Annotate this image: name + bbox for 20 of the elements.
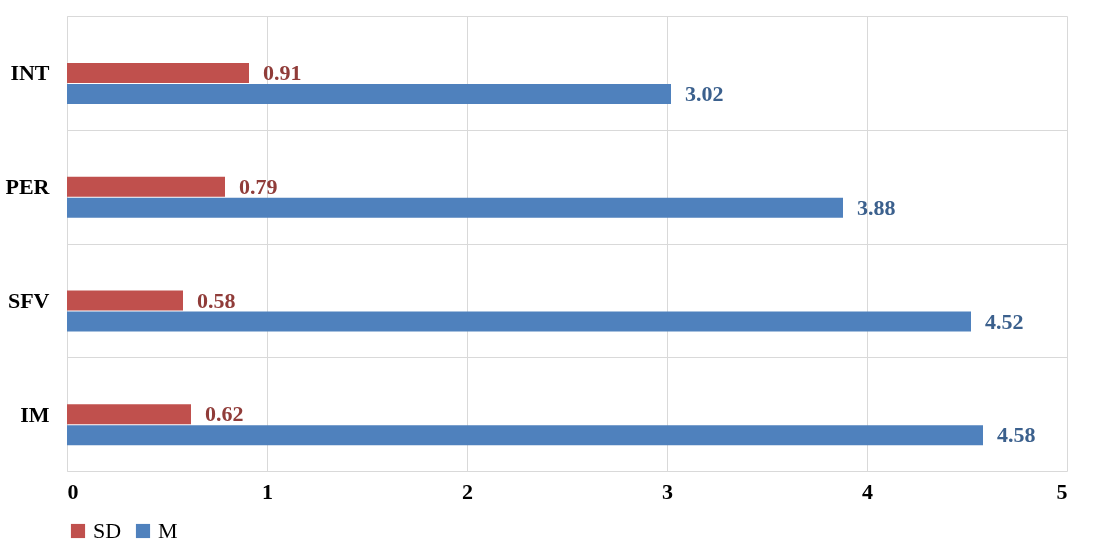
data-label: 0.58 xyxy=(197,287,236,313)
x-tick-label: 1 xyxy=(262,478,273,504)
x-tick-label: 2 xyxy=(462,478,473,504)
x-tick-label: 5 xyxy=(1056,478,1068,504)
legend-label: SD xyxy=(93,518,122,543)
y-tick-label: INT xyxy=(10,60,50,86)
x-tick-label: 4 xyxy=(862,478,873,504)
y-tick-label: SFV xyxy=(7,287,50,313)
data-label: 0.62 xyxy=(205,401,244,427)
data-label: 0.91 xyxy=(263,60,302,85)
data-label: 0.79 xyxy=(239,173,278,199)
x-tick-label: 0 xyxy=(67,478,79,504)
data-label: 3.88 xyxy=(857,194,896,220)
data-label: 4.58 xyxy=(997,422,1036,448)
y-tick-label: PER xyxy=(5,174,51,200)
data-label: 4.52 xyxy=(985,308,1024,334)
y-tick-label: IM xyxy=(20,401,50,427)
data-label: 3.02 xyxy=(685,81,724,106)
x-tick-label: 3 xyxy=(662,478,673,504)
legend-label: M xyxy=(158,518,178,543)
